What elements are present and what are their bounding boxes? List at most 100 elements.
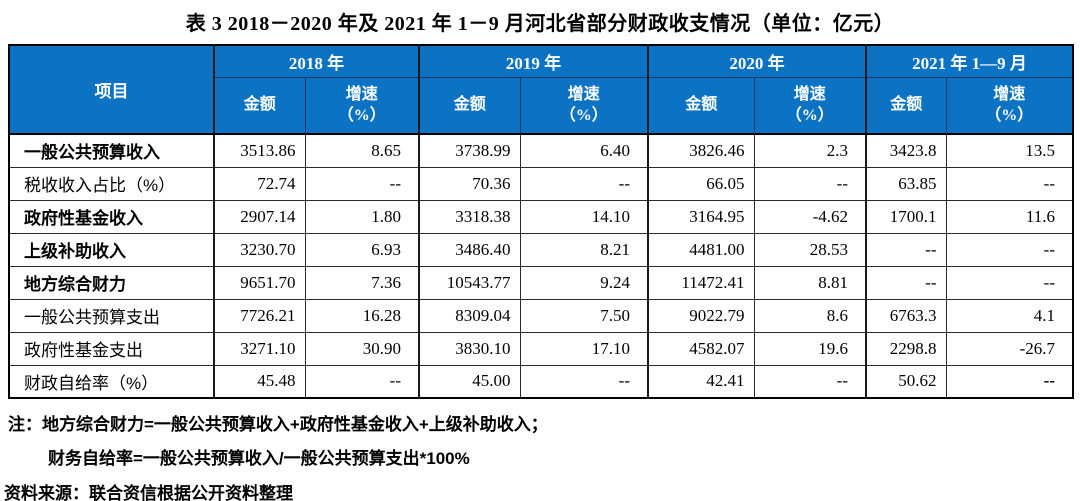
cell-value: 3486.40 [418,232,521,267]
cell-value: -- [865,265,947,300]
row-label: 财政自给率（%） [8,364,215,399]
cell-value: 3513.86 [213,133,306,168]
subheader-growth-2021: 增速 （%） [945,76,1074,135]
cell-value: 50.62 [865,364,947,399]
cell-value: 8309.04 [418,298,521,333]
cell-value: 6763.3 [865,298,947,333]
growth-label-line1: 增速 [793,85,826,103]
table-header: 项目 2018 年 2019 年 2020 年 2021 年 1—9 月 金额 … [8,44,1074,135]
data-source: 资料来源：联合资信根据公开资料整理 [4,484,293,501]
cell-value: 7.50 [519,298,649,333]
cell-value: -26.7 [945,331,1074,366]
cell-value: 70.36 [418,166,521,201]
row-label: 一般公共预算收入 [8,133,215,168]
cell-value: 3423.8 [865,133,947,168]
cell-value: -- [519,166,649,201]
cell-value: 6.93 [304,232,420,267]
cell-value: 17.10 [519,331,649,366]
table-title: 表 3 2018－2020 年及 2021 年 1－9 月河北省部分财政收支情况… [185,13,895,35]
row-label: 税收收入占比（%） [8,166,215,201]
subheader-amount-2021: 金额 [865,76,947,135]
cell-value: 1700.1 [865,199,947,234]
column-header-item: 项目 [8,44,215,135]
row-label: 上级补助收入 [8,232,215,267]
cell-value: -- [753,364,867,399]
header-year-row: 项目 2018 年 2019 年 2020 年 2021 年 1—9 月 [8,44,1074,135]
row-label: 政府性基金支出 [8,331,215,366]
cell-value: 72.74 [213,166,306,201]
table-body: 一般公共预算收入 3513.86 8.65 3738.99 6.40 3826.46 2.3… [8,133,1074,399]
cell-value: 9022.79 [647,298,755,333]
cell-value: 2907.14 [213,199,306,234]
cell-value: 8.65 [304,133,420,168]
cell-value: 42.41 [647,364,755,399]
cell-value: 11472.41 [647,265,755,300]
cell-value: 4.1 [945,298,1074,333]
growth-label-line2: （%） [985,107,1034,125]
cell-value: -- [304,364,420,399]
cell-value: 3830.10 [418,331,521,366]
cell-value: 45.48 [213,364,306,399]
cell-value: 8.21 [519,232,649,267]
cell-value: -4.62 [753,199,867,234]
cell-value: 11.6 [945,199,1074,234]
table-row: 一般公共预算收入 3513.86 8.65 3738.99 6.40 3826.46 2.3… [8,133,1074,168]
cell-value: 2298.8 [865,331,947,366]
cell-value: 4582.07 [647,331,755,366]
table-row: 地方综合财力 9651.70 7.36 10543.77 9.24 11472.41 8.8… [8,265,1074,300]
cell-value: -- [945,364,1074,399]
cell-value: 2.3 [753,133,867,168]
table-row: 一般公共预算支出 7726.21 16.28 8309.04 7.50 9022.79 8.… [8,298,1074,333]
growth-label-line2: （%） [785,107,834,125]
cell-value: 1.80 [304,199,420,234]
subheader-growth-2018: 增速 （%） [304,76,420,135]
subheader-amount-2018: 金额 [213,76,306,135]
cell-value: 3826.46 [647,133,755,168]
cell-value: 13.5 [945,133,1074,168]
column-header-2018: 2018 年 [213,44,420,78]
growth-label-line2: （%） [559,107,608,125]
cell-value: 30.90 [304,331,420,366]
row-label: 地方综合财力 [8,265,215,300]
cell-value: 3271.10 [213,331,306,366]
cell-value: 8.81 [753,265,867,300]
cell-value: 19.6 [753,331,867,366]
cell-value: -- [519,364,649,399]
header-sub-row: 金额 增速 （%） 金额 增速 （%） 金额 增速 （%） 金额 增速 （%） [9,76,1074,135]
row-label: 一般公共预算支出 [8,298,215,333]
table-row: 上级补助收入 3230.70 6.93 3486.40 8.21 4481.00 28.53… [8,232,1074,267]
cell-value: -- [945,232,1074,267]
subheader-growth-2019: 增速 （%） [519,76,649,135]
subheader-amount-2020: 金额 [647,76,755,135]
table-row: 政府性基金收入 2907.14 1.80 3318.38 14.10 3164.95 -4.… [8,199,1074,234]
growth-label-line1: 增速 [993,85,1026,103]
cell-value: -- [945,265,1074,300]
column-header-2019: 2019 年 [418,44,649,78]
cell-value: 66.05 [647,166,755,201]
cell-value: 7726.21 [213,298,306,333]
cell-value: 3164.95 [647,199,755,234]
column-header-2021: 2021 年 1—9 月 [865,44,1074,78]
growth-label-line2: （%） [337,107,386,125]
growth-label-line1: 增速 [345,85,378,103]
cell-value: 63.85 [865,166,947,201]
column-header-2020: 2020 年 [647,44,867,78]
cell-value: 3318.38 [418,199,521,234]
cell-value: 16.28 [304,298,420,333]
table-notes: 注：地方综合财力=一般公共预算收入+政府性基金收入+上级补助收入； 财务自给率=… [4,405,1080,501]
cell-value: -- [753,166,867,201]
cell-value: 28.53 [753,232,867,267]
subheader-amount-2019: 金额 [418,76,521,135]
growth-label-line1: 增速 [567,85,600,103]
cell-value: 9651.70 [213,265,306,300]
table-row: 政府性基金支出 3271.10 30.90 3830.10 17.10 4582.07 19… [8,331,1074,366]
cell-value: -- [865,232,947,267]
row-label: 政府性基金收入 [8,199,215,234]
cell-value: 6.40 [519,133,649,168]
cell-value: 4481.00 [647,232,755,267]
table-row: 财政自给率（%） 45.48 -- 45.00 -- 42.41 -- 50.62 -- [8,364,1074,399]
cell-value: 8.6 [753,298,867,333]
cell-value: 10543.77 [418,265,521,300]
cell-value: 14.10 [519,199,649,234]
fiscal-table: 项目 2018 年 2019 年 2020 年 2021 年 1—9 月 金额 … [8,44,1074,399]
